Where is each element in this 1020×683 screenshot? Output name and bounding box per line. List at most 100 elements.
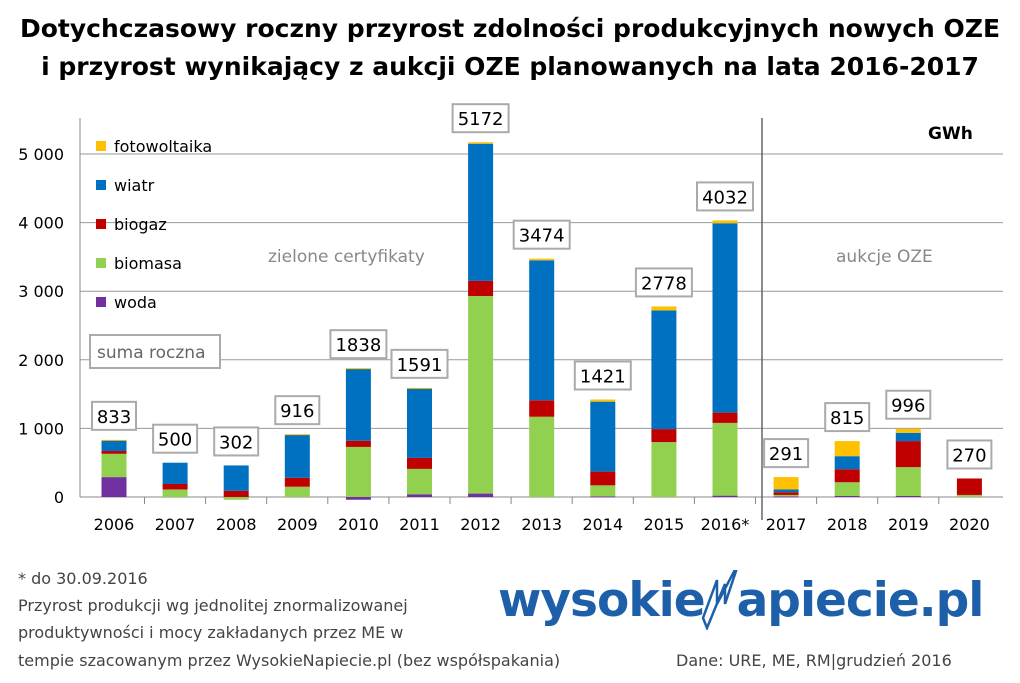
legend-swatch-biomasa: [96, 258, 106, 268]
bar-segment-fotowoltaika: [895, 428, 921, 433]
total-label: 996: [891, 396, 925, 417]
total-label: 291: [769, 444, 803, 465]
totals-legend-box: [89, 334, 221, 369]
total-label: 2778: [641, 273, 687, 294]
x-tick-label: 2018: [827, 515, 868, 534]
bar-segment-wiatr: [895, 432, 921, 442]
bar-segment-biogaz: [162, 483, 188, 490]
chart-title-line1: Dotychczasowy roczny przyrost zdolności …: [19, 14, 1001, 43]
total-label-box: [213, 426, 260, 457]
bar-segment-biomasa: [895, 467, 921, 496]
total-label: 916: [280, 401, 314, 422]
x-tick-label: 2006: [94, 515, 135, 534]
bar-segment-woda: [590, 496, 616, 498]
bar-segment-biogaz: [651, 429, 677, 443]
bar-segment-biogaz: [529, 400, 555, 417]
bar-segment-woda: [345, 497, 371, 500]
legend-label-biomasa: biomasa: [114, 254, 182, 273]
bar-segment-biogaz: [834, 469, 860, 483]
total-label: 1591: [397, 355, 443, 376]
legend-label-fotowoltaika: fotowoltaika: [114, 137, 212, 156]
bar-segment-biomasa: [223, 497, 249, 500]
bar-segment-wiatr: [773, 489, 799, 493]
bar-segment-fotowoltaika: [590, 399, 616, 402]
bar-segment-woda: [712, 495, 738, 497]
total-label-box: [512, 219, 571, 250]
legend-swatch-wiatr: [96, 180, 106, 190]
bar-segment-biogaz: [468, 280, 494, 297]
bar-segment-biomasa: [529, 416, 555, 497]
total-label: 1838: [335, 335, 381, 356]
total-label: 833: [97, 407, 131, 428]
legend-swatch-biogaz: [96, 219, 106, 229]
bar-segment-woda: [468, 493, 494, 497]
bar-segment-biogaz: [895, 441, 921, 468]
bar-segment-biomasa: [773, 494, 799, 497]
bar-segment-woda: [407, 494, 432, 497]
x-tick-label: 2017: [766, 515, 807, 534]
total-label-box: [824, 402, 871, 433]
y-tick-label: 4 000: [18, 214, 64, 233]
bar-segment-biogaz: [956, 478, 982, 495]
lightning-n-icon: [701, 561, 740, 632]
bar-segment-fotowoltaika: [529, 258, 555, 261]
annotation-auctions: aukcje OZE: [836, 247, 933, 267]
bar-segment-biogaz: [407, 457, 432, 469]
bar-segment-biomasa: [284, 486, 310, 497]
x-tick-label: 2019: [888, 515, 929, 534]
note-line-2: produktywności i mocy zakładanych przez …: [18, 623, 404, 642]
total-label-box: [274, 395, 321, 426]
total-label-box: [329, 329, 388, 360]
y-tick-label: 1 000: [18, 419, 64, 438]
total-label-box: [390, 348, 449, 379]
note-line-3: tempie szacowanym przez WysokieNapiecie.…: [18, 651, 561, 670]
total-label: 4032: [702, 187, 748, 208]
x-tick-label: 2011: [399, 515, 440, 534]
totals-legend-label: suma roczna: [97, 343, 206, 363]
total-label-box: [885, 389, 932, 420]
x-tick-label: 2015: [644, 515, 685, 534]
logo-text-2: apiecie.pl: [736, 573, 985, 628]
y-tick-label: 3 000: [18, 282, 64, 301]
bar-segment-biogaz: [101, 451, 127, 454]
x-tick-label: 2016*: [701, 515, 750, 534]
total-label-box: [451, 103, 510, 134]
bar-segment-fotowoltaika: [651, 306, 677, 311]
bar-segment-wiatr: [407, 388, 432, 458]
bar-segment-fotowoltaika: [101, 439, 127, 441]
total-label: 1421: [580, 367, 626, 388]
bar-segment-biomasa: [590, 485, 616, 497]
bar-segment-fotowoltaika: [284, 434, 310, 436]
note-line-1: Przyrost produkcji wg jednolitej znormal…: [18, 596, 408, 615]
x-tick-label: 2010: [338, 515, 379, 534]
legend-label-wiatr: wiatr: [114, 176, 155, 195]
logo-text-1: wysokie: [498, 573, 706, 628]
bar-segment-wiatr: [345, 368, 371, 441]
total-label: 5172: [458, 109, 504, 130]
bar-segment-biomasa: [101, 453, 127, 478]
legend-swatch-fotowoltaika: [96, 141, 106, 151]
bar-segment-wiatr: [529, 260, 555, 401]
bar-segment-woda: [834, 495, 860, 497]
bar-segment-wiatr: [284, 434, 310, 478]
bar-segment-biomasa: [345, 446, 371, 497]
bar-segment-wiatr: [101, 440, 127, 452]
footnote: * do 30.09.2016: [18, 569, 148, 588]
y-tick-label: 0: [54, 488, 64, 507]
bar-segment-biogaz: [590, 471, 616, 486]
bar-segment-biomasa: [651, 442, 677, 497]
total-label-box: [763, 438, 810, 469]
x-tick-label: 2012: [460, 515, 501, 534]
bar-segment-fotowoltaika: [773, 477, 799, 490]
total-label-box: [573, 360, 632, 391]
x-tick-label: 2014: [582, 515, 623, 534]
total-label-box: [634, 267, 693, 298]
total-label: 815: [830, 408, 864, 429]
total-label-box: [91, 400, 137, 431]
bar-segment-wiatr: [162, 462, 188, 484]
total-label: 500: [158, 430, 192, 451]
bar-segment-woda: [773, 496, 799, 498]
legend-swatch-woda: [96, 297, 106, 307]
